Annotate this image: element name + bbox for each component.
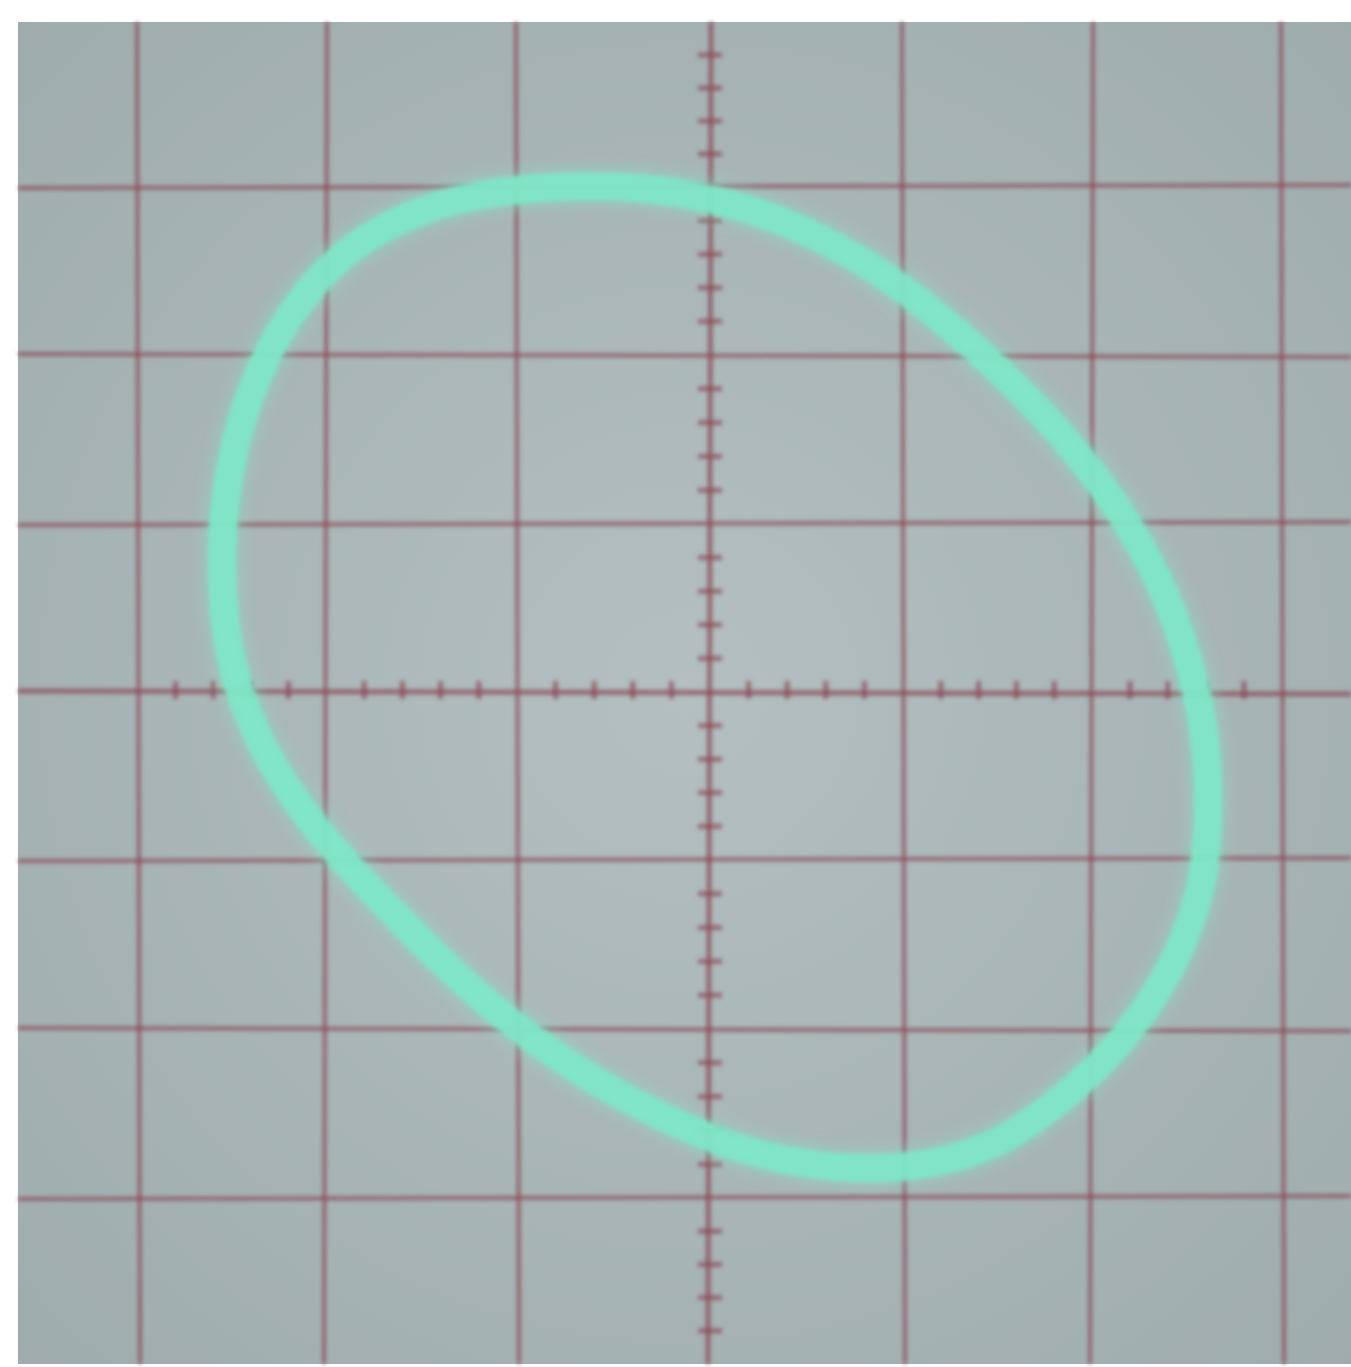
grid-horizontal-line [17, 352, 1351, 359]
grid-horizontal-line [17, 688, 1351, 697]
grid-horizontal-line [17, 856, 1351, 863]
signal-trace [201, 166, 1229, 1189]
trace-line [207, 172, 1223, 1183]
grid-horizontal-line [17, 1194, 1351, 1201]
